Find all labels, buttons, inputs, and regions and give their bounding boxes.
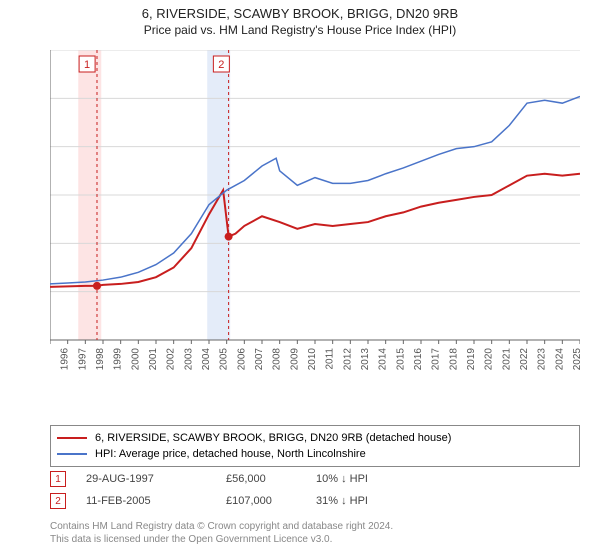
svg-text:2013: 2013 [360,348,371,371]
svg-text:2019: 2019 [466,348,477,371]
legend-swatch [57,453,87,455]
transaction-marker: 1 [50,471,66,487]
svg-text:2001: 2001 [148,348,159,371]
transactions-table: 1 29-AUG-1997 £56,000 10% ↓ HPI 2 11-FEB… [50,468,436,512]
attribution: Contains HM Land Registry data © Crown c… [50,520,393,546]
attribution-line: Contains HM Land Registry data © Crown c… [50,520,393,533]
price-chart: £0£50K£100K£150K£200K£250K£300K199519961… [50,50,580,380]
svg-text:2024: 2024 [554,348,565,371]
transaction-row: 2 11-FEB-2005 £107,000 31% ↓ HPI [50,490,436,512]
legend-item-subject: 6, RIVERSIDE, SCAWBY BROOK, BRIGG, DN20 … [57,430,573,446]
title-line-2: Price paid vs. HM Land Registry's House … [0,23,600,37]
svg-text:2004: 2004 [201,348,212,371]
transaction-row: 1 29-AUG-1997 £56,000 10% ↓ HPI [50,468,436,490]
transaction-date: 11-FEB-2005 [86,495,226,507]
attribution-line: This data is licensed under the Open Gov… [50,533,393,546]
transaction-price: £56,000 [226,473,316,485]
svg-text:2012: 2012 [342,348,353,371]
svg-text:2021: 2021 [501,348,512,371]
svg-text:2017: 2017 [431,348,442,371]
title-line-1: 6, RIVERSIDE, SCAWBY BROOK, BRIGG, DN20 … [0,6,600,21]
svg-text:1997: 1997 [77,348,88,371]
transaction-marker: 2 [50,493,66,509]
legend: 6, RIVERSIDE, SCAWBY BROOK, BRIGG, DN20 … [50,425,580,467]
svg-text:2022: 2022 [519,348,530,371]
transaction-price: £107,000 [226,495,316,507]
svg-text:2009: 2009 [289,348,300,371]
legend-label: HPI: Average price, detached house, Nort… [95,448,366,460]
legend-label: 6, RIVERSIDE, SCAWBY BROOK, BRIGG, DN20 … [95,432,451,444]
svg-text:2002: 2002 [166,348,177,371]
svg-text:2016: 2016 [413,348,424,371]
transaction-pct: 31% ↓ HPI [316,495,436,507]
svg-text:2003: 2003 [183,348,194,371]
transaction-date: 29-AUG-1997 [86,473,226,485]
svg-text:2005: 2005 [219,348,230,371]
svg-text:2023: 2023 [537,348,548,371]
svg-text:2014: 2014 [378,348,389,371]
svg-text:2007: 2007 [254,348,265,371]
chart-title-block: 6, RIVERSIDE, SCAWBY BROOK, BRIGG, DN20 … [0,0,600,37]
svg-text:1998: 1998 [95,348,106,371]
svg-text:2020: 2020 [484,348,495,371]
svg-text:2011: 2011 [325,348,336,370]
svg-text:2015: 2015 [395,348,406,371]
svg-text:1995: 1995 [50,348,53,371]
svg-text:2008: 2008 [272,348,283,371]
legend-swatch [57,437,87,439]
transaction-number: 1 [55,474,61,485]
svg-text:2: 2 [218,59,224,71]
transaction-pct: 10% ↓ HPI [316,473,436,485]
svg-text:2025: 2025 [572,348,580,371]
svg-text:1996: 1996 [60,348,71,371]
transaction-number: 2 [55,496,61,507]
svg-text:2018: 2018 [448,348,459,371]
svg-text:2000: 2000 [130,348,141,371]
svg-text:1999: 1999 [113,348,124,371]
svg-text:2006: 2006 [236,348,247,371]
svg-text:2010: 2010 [307,348,318,371]
svg-text:1: 1 [84,59,90,71]
legend-item-hpi: HPI: Average price, detached house, Nort… [57,446,573,462]
